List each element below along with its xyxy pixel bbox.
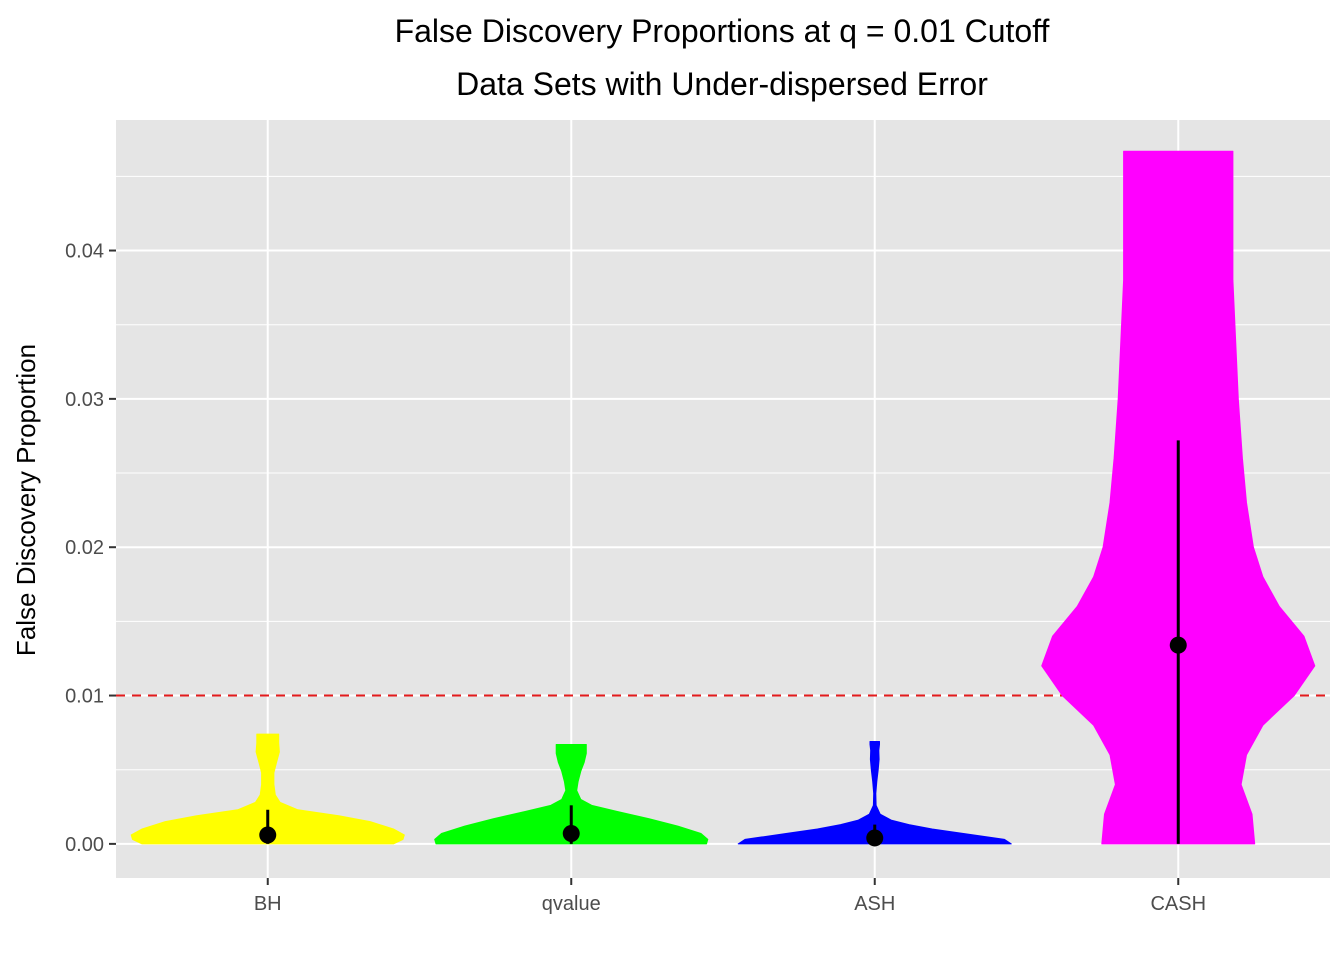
y-axis: 0.00 0.01 0.02 0.03 0.04 xyxy=(65,241,116,856)
y-tick-label: 0.04 xyxy=(65,241,104,263)
violins-group xyxy=(130,150,1316,847)
y-tick-label: 0.02 xyxy=(65,537,104,559)
median-point-qvalue xyxy=(562,824,580,842)
chart-subtitle: Data Sets with Under-dispersed Error xyxy=(456,66,988,102)
y-axis-title: False Discovery Proportion xyxy=(11,344,41,656)
x-axis: BH qvalue ASH CASH xyxy=(254,878,1206,915)
y-tick-label: 0.01 xyxy=(65,686,104,708)
violin-ash xyxy=(737,741,1012,845)
median-point-ash xyxy=(866,829,884,847)
x-tick-label-cash: CASH xyxy=(1150,893,1206,915)
y-tick-label: 0.00 xyxy=(65,834,104,856)
x-tick-label-qvalue: qvalue xyxy=(542,893,601,915)
median-point-bh xyxy=(259,826,277,844)
x-tick-label-bh: BH xyxy=(254,893,282,915)
median-point-cash xyxy=(1169,636,1187,654)
chart-title: False Discovery Proportions at q = 0.01 … xyxy=(395,13,1050,49)
violin-qvalue xyxy=(434,744,709,845)
x-tick-label-ash: ASH xyxy=(854,893,895,915)
y-tick-label: 0.03 xyxy=(65,389,104,411)
violin-bh xyxy=(130,733,405,845)
